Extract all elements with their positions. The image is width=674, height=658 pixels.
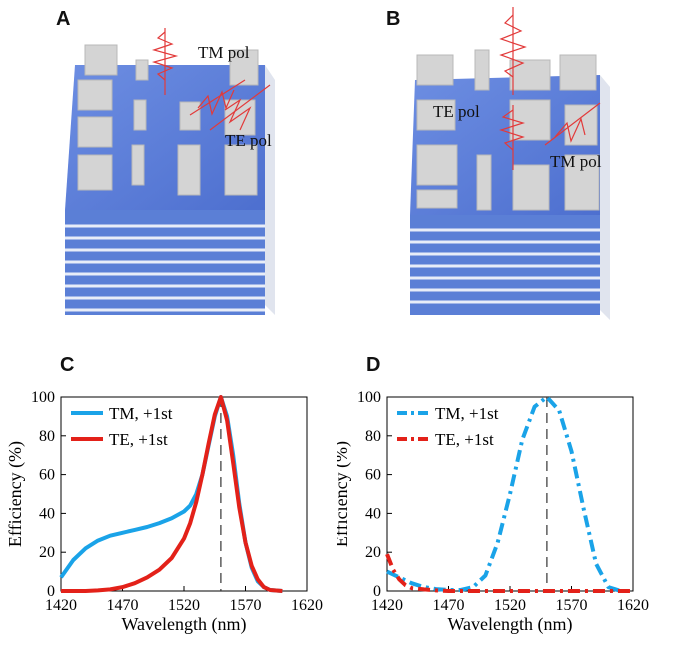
x-tick-label: 1620 — [291, 597, 323, 614]
y-tick-label: 40 — [365, 505, 381, 522]
x-tick-label: 1420 — [371, 597, 403, 614]
substrate-side — [600, 75, 610, 320]
x-axis-label: Wavelength (nm) — [121, 614, 246, 635]
y-tick-label: 20 — [39, 544, 55, 561]
x-tick-label: 1470 — [107, 597, 139, 614]
y-tick-label: 60 — [365, 467, 381, 484]
y-tick-label: 40 — [39, 505, 55, 522]
x-tick-label: 1570 — [230, 597, 262, 614]
legend-label-0: TM, +1st — [435, 404, 499, 423]
x-tick-label: 1420 — [45, 597, 77, 614]
layer-stripes — [410, 228, 600, 304]
x-tick-label: 1520 — [494, 597, 526, 614]
panel-letter-b: B — [386, 8, 401, 30]
y-axis-label: Efficiency (%) — [5, 441, 26, 547]
y-tick-label: 80 — [39, 428, 55, 445]
panel-letter-c: C — [60, 354, 75, 376]
wave-packets — [499, 7, 601, 170]
x-tick-label: 1520 — [168, 597, 200, 614]
legend-label-1: TE, +1st — [435, 430, 494, 449]
y-tick-label: 0 — [47, 583, 55, 600]
pillars — [77, 44, 259, 196]
illustration-b: TE pol TM pol — [410, 7, 610, 320]
x-tick-label: 1620 — [617, 597, 649, 614]
label-tm-pol: TM pol — [550, 152, 602, 171]
label-tm-pol: TM pol — [198, 43, 250, 62]
x-tick-label: 1570 — [556, 597, 588, 614]
plot-frame — [60, 396, 308, 592]
wave-packets — [151, 28, 271, 131]
plot-frame — [386, 396, 634, 592]
panel-letter-d: D — [366, 354, 381, 376]
legend-label-0: TM, +1st — [109, 404, 173, 423]
y-tick-label: 0 — [373, 583, 381, 600]
substrate-side — [265, 65, 275, 315]
y-tick-label: 100 — [357, 389, 381, 406]
y-tick-label: 60 — [39, 467, 55, 484]
panel-letter-a: A — [56, 8, 71, 30]
chart-c: 1420 1470 1520 1570 1620 0 20 40 60 80 100 Waveleng… — [5, 389, 323, 635]
x-axis-label: Wavelength (nm) — [447, 614, 572, 635]
series-line-0 — [386, 395, 622, 593]
label-te-pol: TE pol — [433, 102, 480, 121]
series-line-1 — [385, 553, 633, 593]
y-tick-label: 80 — [365, 428, 381, 445]
layer-stripes — [65, 224, 265, 312]
x-tick-label: 1470 — [433, 597, 465, 614]
substrate-top — [65, 65, 265, 210]
chart-d: 1420 1470 1520 1570 1620 0 20 40 60 80 100 Waveleng… — [337, 389, 649, 635]
y-axis-label: Efficiency (%) — [337, 441, 352, 547]
label-te-pol: TE pol — [225, 131, 272, 150]
series-line-1 — [61, 395, 283, 593]
illustration-a: TM pol TE pol — [65, 28, 275, 315]
y-tick-label: 20 — [365, 544, 381, 561]
y-tick-label: 100 — [31, 389, 55, 406]
legend-label-1: TE, +1st — [109, 430, 168, 449]
